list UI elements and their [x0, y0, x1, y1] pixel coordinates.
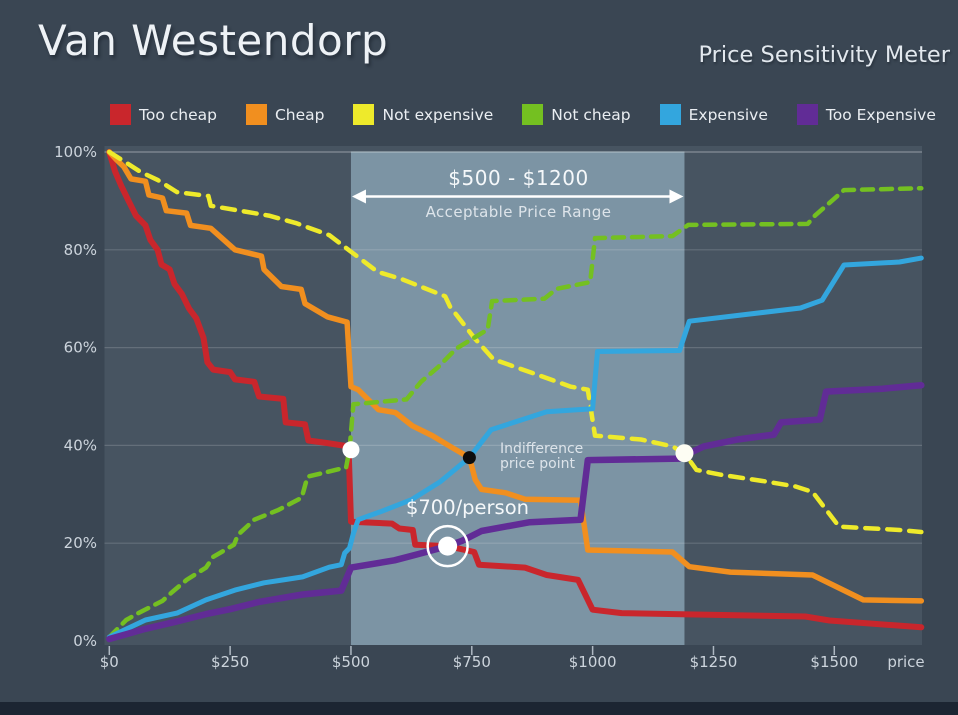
legend-swatch	[245, 104, 267, 125]
legend-swatch	[659, 104, 681, 125]
x-tick-label-750: $750	[453, 653, 491, 671]
optimal-price-ring	[426, 524, 469, 568]
legend-swatch	[796, 104, 818, 125]
acceptable-range-band	[350, 151, 685, 645]
legend-swatch	[110, 104, 131, 125]
legend-item-too-expensive: Too Expensive	[796, 104, 936, 125]
series-expensive	[106, 255, 924, 640]
legend-label: Not expensive	[382, 105, 494, 124]
x-tick-label-1500: $1500	[810, 653, 858, 671]
y-tick-label-100: 100%	[54, 143, 97, 161]
legend-item-not-expensive: Not expensive	[353, 104, 493, 125]
marginal-expensiveness-point	[675, 444, 694, 463]
x-tick-label-1250: $1250	[690, 653, 738, 671]
marginal-cheapness-point	[342, 441, 360, 459]
x-tick-label-250: $250	[211, 653, 249, 671]
series-not-cheap	[107, 185, 924, 640]
page-title: Van Westendorp	[38, 16, 389, 65]
range-arrow-head-right	[669, 189, 684, 204]
y-tick-label-0: 0%	[73, 632, 97, 650]
x-tick-label-1000: $1000	[569, 653, 617, 671]
indifference-price-point	[462, 451, 476, 465]
page-subtitle: Price Sensitivity Meter	[698, 42, 951, 68]
legend-label: Too Expensive	[825, 105, 936, 124]
range-arrow-head-left	[351, 189, 366, 204]
x-tick-label-0: $0	[100, 653, 119, 671]
legend-swatch	[353, 104, 375, 125]
legend-item-cheap: Cheap	[245, 104, 325, 125]
legend-swatch	[522, 104, 544, 125]
bottom-bar	[0, 702, 958, 715]
x-tick-label-500: $500	[332, 653, 370, 671]
legend: Too cheap Cheap Not expensive Not cheap Expe…	[110, 104, 936, 125]
y-tick-label-40: 40%	[64, 436, 97, 454]
optimal-price-point	[438, 536, 458, 556]
y-tick-label-80: 80%	[64, 241, 97, 259]
legend-label: Cheap	[274, 105, 325, 124]
legend-label: Too cheap	[139, 105, 217, 124]
y-tick-label-60: 60%	[64, 339, 97, 357]
series-cheap	[106, 149, 925, 604]
x-axis-label: price	[887, 653, 924, 671]
series-too-expensive	[106, 382, 925, 643]
series-too-cheap	[106, 149, 925, 631]
legend-item-not-cheap: Not cheap	[522, 104, 631, 125]
legend-item-too-cheap: Too cheap	[110, 104, 217, 125]
legend-item-expensive: Expensive	[659, 104, 768, 125]
legend-label: Expensive	[688, 105, 768, 124]
y-tick-label-20: 20%	[64, 534, 97, 552]
legend-label: Not cheap	[551, 105, 631, 124]
